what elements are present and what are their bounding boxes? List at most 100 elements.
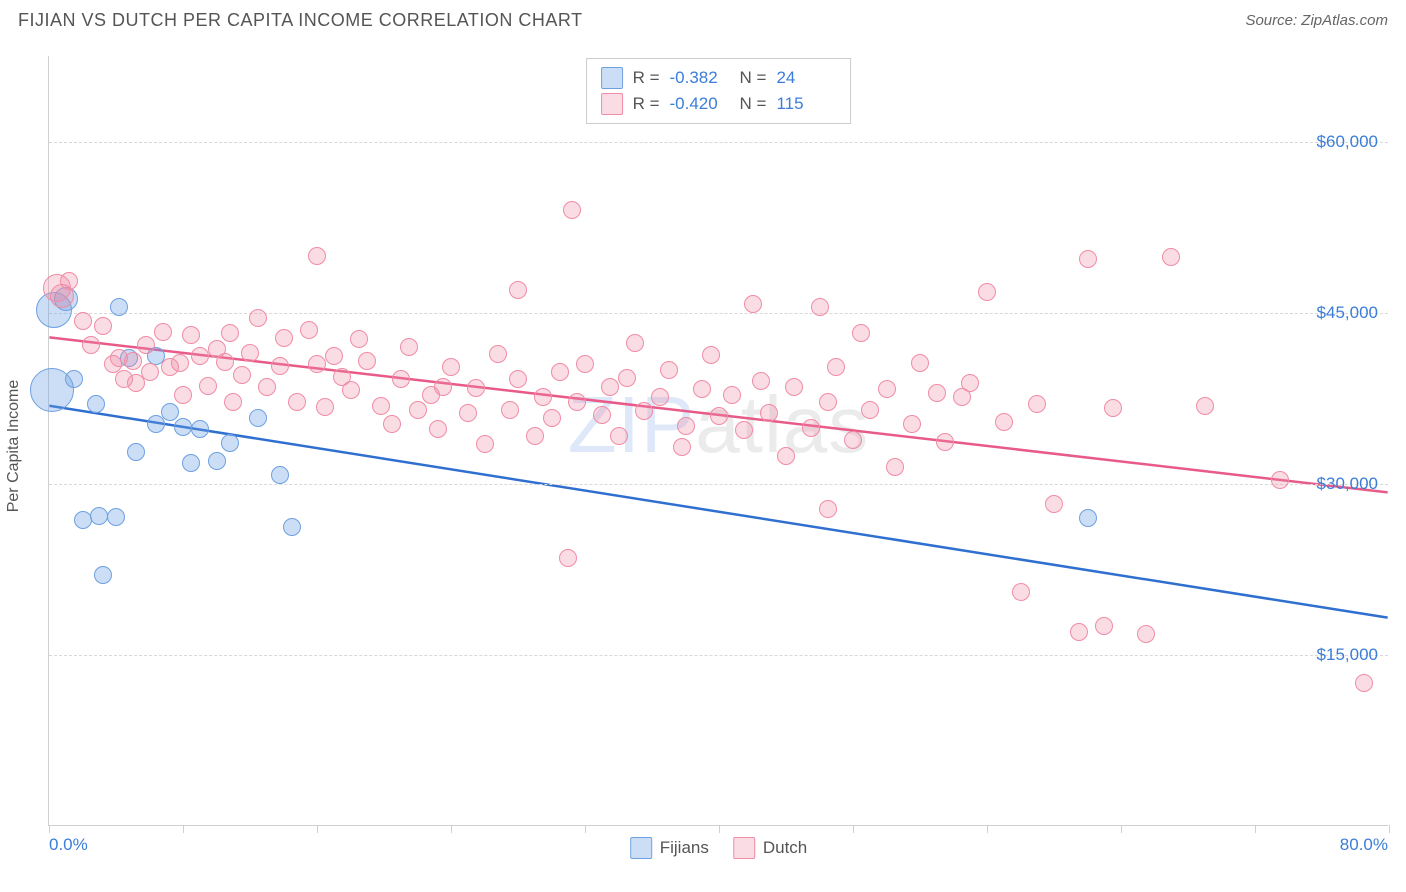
data-point [221,434,239,452]
x-tick [719,825,720,833]
data-point [65,370,83,388]
data-point [476,435,494,453]
data-point [1162,248,1180,266]
stats-row: R =-0.420N =115 [601,91,837,117]
data-point [87,395,105,413]
data-point [275,329,293,347]
data-point [283,518,301,536]
data-point [233,366,251,384]
data-point [350,330,368,348]
data-point [601,378,619,396]
data-point [693,380,711,398]
data-point [82,336,100,354]
data-point [509,281,527,299]
data-point [308,247,326,265]
data-point [358,352,376,370]
data-point [626,334,644,352]
data-point [936,433,954,451]
data-point [110,298,128,316]
data-point [300,321,318,339]
data-point [94,317,112,335]
data-point [928,384,946,402]
data-point [777,447,795,465]
data-point [811,298,829,316]
x-min-label: 0.0% [49,835,88,855]
y-tick-label: $60,000 [1317,132,1378,152]
data-point [1079,250,1097,268]
data-point [400,338,418,356]
data-point [434,378,452,396]
legend-label: Fijians [660,838,709,858]
data-point [182,454,200,472]
data-point [509,370,527,388]
data-point [161,403,179,421]
data-point [154,323,172,341]
data-point [760,404,778,422]
stat-n-value: 24 [776,65,836,91]
data-point [961,374,979,392]
legend-swatch [601,67,623,89]
data-point [467,379,485,397]
stat-n-label: N = [740,65,767,91]
trend-lines-layer [49,56,1388,825]
trend-line [49,406,1387,618]
data-point [429,420,447,438]
correlation-stats-box: R = -0.382 N = 24R =-0.420N =115 [586,58,852,124]
data-point [610,427,628,445]
data-point [174,418,192,436]
data-point [710,407,728,425]
data-point [651,388,669,406]
data-point [409,401,427,419]
data-point [94,566,112,584]
x-tick [585,825,586,833]
x-tick [183,825,184,833]
x-tick [987,825,988,833]
data-point [271,466,289,484]
data-point [372,397,390,415]
data-point [124,352,142,370]
data-point [208,452,226,470]
data-point [288,393,306,411]
data-point [1045,495,1063,513]
data-point [593,406,611,424]
data-point [127,443,145,461]
data-point [1012,583,1030,601]
data-point [1028,395,1046,413]
data-point [677,417,695,435]
data-point [271,357,289,375]
data-point [137,336,155,354]
data-point [74,511,92,529]
data-point [171,354,189,372]
x-tick [1121,825,1122,833]
legend-item: Fijians [630,837,709,859]
data-point [534,388,552,406]
stat-r-value: -0.382 [670,65,730,91]
chart-source: Source: ZipAtlas.com [1245,12,1388,29]
stat-r-value: -0.420 [670,91,730,117]
data-point [785,378,803,396]
data-point [199,377,217,395]
x-max-label: 80.0% [1340,835,1388,855]
x-tick [451,825,452,833]
x-tick [317,825,318,833]
gridline [49,484,1388,485]
data-point [182,326,200,344]
data-point [551,363,569,381]
data-point [221,324,239,342]
stat-r-label: R = [633,65,660,91]
data-point [224,393,242,411]
x-tick [1255,825,1256,833]
data-point [660,361,678,379]
data-point [995,413,1013,431]
legend-label: Dutch [763,838,807,858]
legend-swatch [733,837,755,859]
data-point [489,345,507,363]
x-tick [49,825,50,833]
legend-swatch [601,93,623,115]
data-point [141,363,159,381]
data-point [383,415,401,433]
data-point [392,370,410,388]
data-point [191,420,209,438]
data-point [241,344,259,362]
data-point [903,415,921,433]
